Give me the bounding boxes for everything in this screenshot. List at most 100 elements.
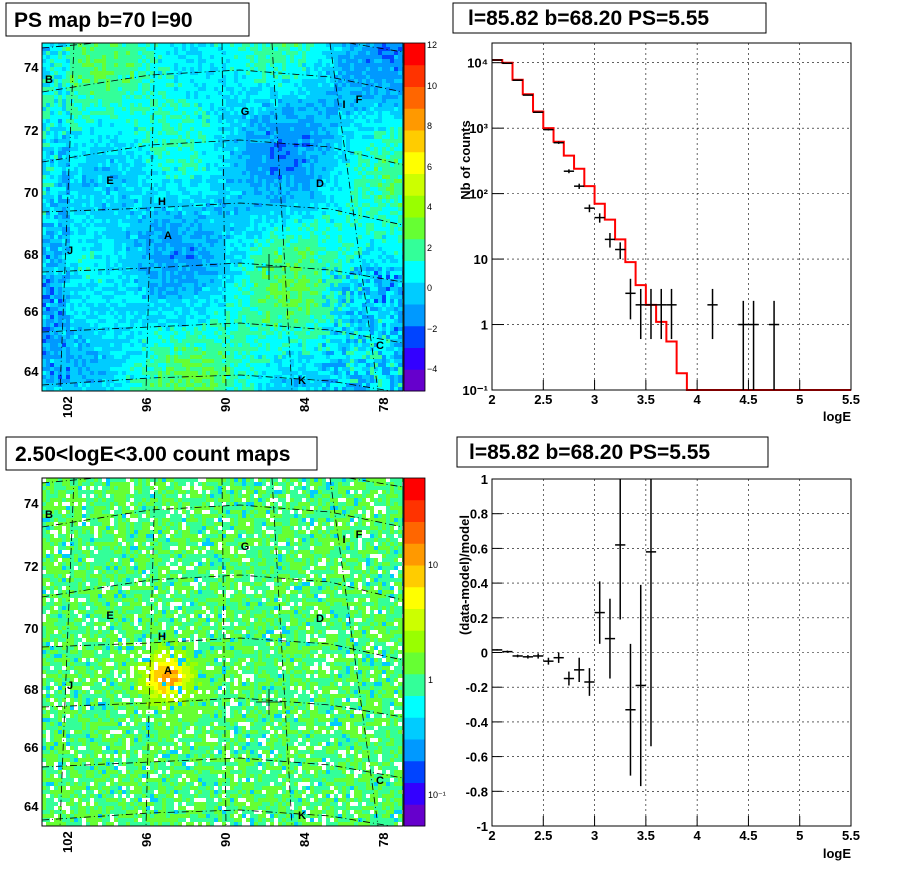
- heat-cell: [198, 351, 202, 355]
- heat-cell: [242, 179, 246, 183]
- heat-cell: [190, 67, 194, 71]
- heat-cell: [78, 179, 82, 183]
- heat-cell: [102, 147, 106, 151]
- heat-cell: [74, 167, 78, 171]
- heat-cell: [182, 203, 186, 207]
- heat-cell: [214, 71, 218, 75]
- heat-cell: [258, 95, 262, 99]
- heat-cell: [182, 191, 186, 195]
- heat-cell: [62, 195, 66, 199]
- heat-cell: [110, 303, 114, 307]
- heat-cell: [178, 103, 182, 107]
- heat-cell: [134, 287, 138, 291]
- heat-cell: [246, 67, 250, 71]
- heat-cell: [66, 343, 70, 347]
- heat-cell: [234, 55, 238, 59]
- heat-cell: [194, 155, 198, 159]
- heat-cell: [54, 299, 58, 303]
- heat-cell: [262, 271, 266, 275]
- heat-cell: [234, 67, 238, 71]
- heat-cell: [226, 67, 230, 71]
- heat-cell: [138, 167, 142, 171]
- heat-cell: [42, 99, 46, 103]
- heat-cell: [170, 119, 174, 123]
- heat-cell: [190, 131, 194, 135]
- heat-cell: [206, 179, 210, 183]
- heat-cell: [122, 311, 126, 315]
- heat-cell: [214, 43, 218, 47]
- heat-cell: [254, 223, 258, 227]
- heat-cell: [138, 295, 142, 299]
- heat-cell: [150, 51, 154, 55]
- heat-cell: [230, 323, 234, 327]
- heat-cell: [158, 295, 162, 299]
- heat-cell: [98, 227, 102, 231]
- heat-cell: [226, 123, 230, 127]
- heat-cell: [250, 79, 254, 83]
- heat-cell: [78, 99, 82, 103]
- heat-cell: [238, 367, 242, 371]
- heat-cell: [174, 371, 178, 375]
- heat-cell: [90, 287, 94, 291]
- heat-cell: [74, 59, 78, 63]
- heat-cell: [194, 191, 198, 195]
- heat-cell: [86, 259, 90, 263]
- heat-cell: [142, 259, 146, 263]
- heat-cell: [234, 283, 238, 287]
- heat-cell: [42, 379, 46, 383]
- heat-cell: [122, 111, 126, 115]
- heat-cell: [142, 43, 146, 47]
- heat-cell: [214, 111, 218, 115]
- heat-cell: [254, 267, 258, 271]
- heat-cell: [214, 271, 218, 275]
- heat-cell: [226, 231, 230, 235]
- heat-cell: [258, 63, 262, 67]
- heat-cell: [218, 91, 222, 95]
- heat-cell: [194, 115, 198, 119]
- heat-cell: [110, 83, 114, 87]
- heat-cell: [190, 155, 194, 159]
- heat-cell: [226, 43, 230, 47]
- heat-cell: [138, 87, 142, 91]
- heat-cell: [70, 351, 74, 355]
- heat-cell: [150, 75, 154, 79]
- heat-cell: [54, 351, 58, 355]
- heat-cell: [138, 379, 142, 383]
- heat-cell: [206, 387, 210, 391]
- heat-cell: [78, 267, 82, 271]
- heat-cell: [238, 171, 242, 175]
- heat-cell: [90, 83, 94, 87]
- heat-cell: [178, 315, 182, 319]
- heat-cell: [266, 303, 270, 307]
- heat-cell: [242, 91, 246, 95]
- heat-cell: [118, 359, 122, 363]
- heat-cell: [242, 171, 246, 175]
- heat-cell: [250, 223, 254, 227]
- heat-cell: [146, 115, 150, 119]
- heat-cell: [186, 119, 190, 123]
- heat-cell: [186, 159, 190, 163]
- heat-cell: [74, 235, 78, 239]
- heat-cell: [90, 355, 94, 359]
- heat-cell: [142, 351, 146, 355]
- heat-cell: [158, 311, 162, 315]
- heat-cell: [182, 251, 186, 255]
- heat-cell: [250, 75, 254, 79]
- heat-cell: [238, 315, 242, 319]
- heat-cell: [122, 143, 126, 147]
- heat-cell: [154, 363, 158, 367]
- heat-cell: [254, 107, 258, 111]
- heat-cell: [82, 119, 86, 123]
- heat-cell: [154, 91, 158, 95]
- heat-cell: [98, 187, 102, 191]
- heat-cell: [234, 299, 238, 303]
- heat-cell: [258, 119, 262, 123]
- heat-cell: [226, 199, 230, 203]
- heat-cell: [238, 219, 242, 223]
- heat-cell: [142, 387, 146, 391]
- heat-cell: [110, 167, 114, 171]
- heat-cell: [158, 275, 162, 279]
- heat-cell: [206, 383, 210, 387]
- heat-cell: [62, 147, 66, 151]
